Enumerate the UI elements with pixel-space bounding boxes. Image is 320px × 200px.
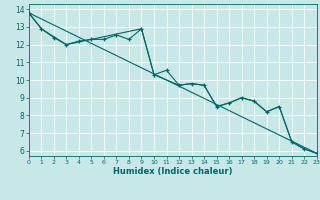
- X-axis label: Humidex (Indice chaleur): Humidex (Indice chaleur): [113, 167, 233, 176]
